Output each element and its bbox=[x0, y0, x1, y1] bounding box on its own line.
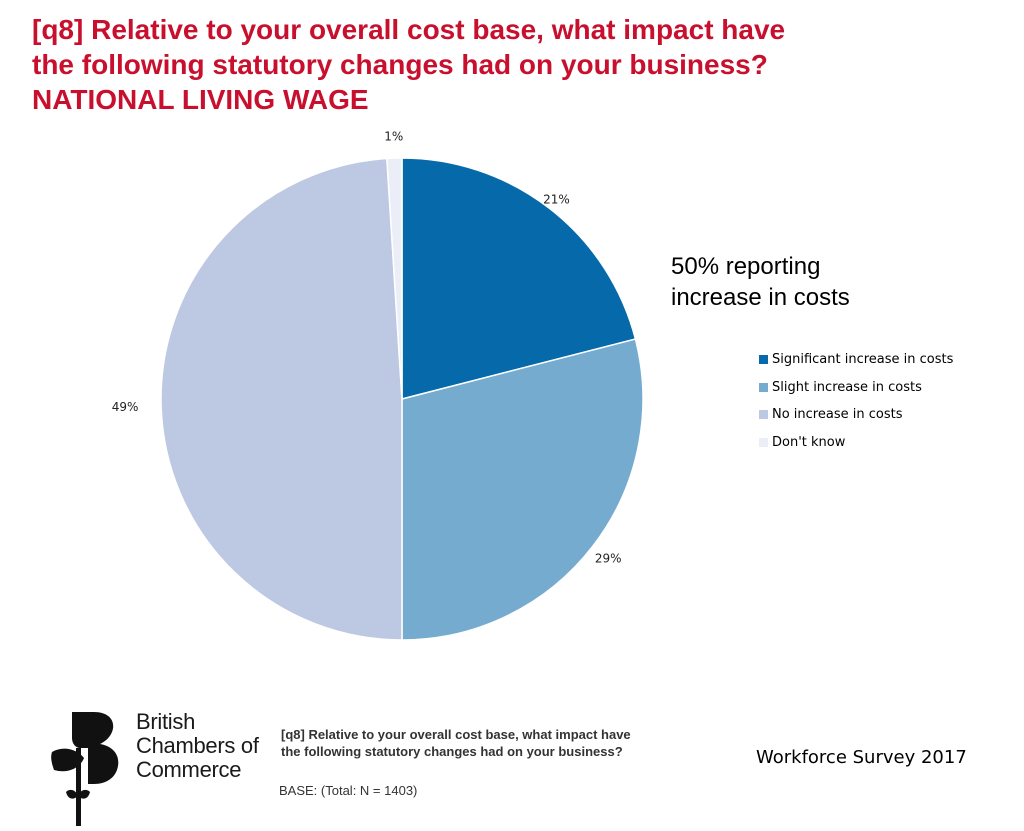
footnote-line-1: [q8] Relative to your overall cost base,… bbox=[281, 727, 631, 742]
legend-item: No increase in costs bbox=[759, 401, 953, 429]
survey-name: Workforce Survey 2017 bbox=[756, 747, 967, 768]
legend-label: No increase in costs bbox=[772, 407, 903, 423]
callout-note: 50% reporting increase in costs bbox=[671, 251, 850, 313]
pie-slice-slight-increase-in-costs bbox=[401, 338, 644, 641]
legend-swatch bbox=[759, 355, 768, 365]
bcc-logo-wordmark: British Chambers of Commerce bbox=[136, 710, 259, 782]
chart-title-line-2: the following statutory changes had on y… bbox=[32, 49, 768, 80]
chart-legend: Significant increase in costs Slight incr… bbox=[759, 346, 953, 456]
legend-swatch bbox=[759, 410, 768, 420]
data-label-slight-increase-in-costs: 29% bbox=[595, 552, 622, 566]
callout-line-2: increase in costs bbox=[671, 284, 850, 311]
logo-line-2: Chambers of bbox=[136, 733, 259, 758]
pie-slices bbox=[160, 157, 644, 641]
chart-title-line-1: [q8] Relative to your overall cost base,… bbox=[32, 14, 786, 45]
callout-line-1: 50% reporting bbox=[671, 253, 821, 280]
footnote-line-2: the following statutory changes had on y… bbox=[281, 744, 623, 759]
chart-title: [q8] Relative to your overall cost base,… bbox=[32, 12, 932, 117]
data-label-significant-increase-in-costs: 21% bbox=[543, 192, 570, 206]
logo-line-1: British bbox=[136, 709, 196, 734]
legend-label: Significant increase in costs bbox=[772, 352, 954, 368]
pie-slice-significant-increase-in-costs bbox=[401, 157, 637, 400]
bcc-logo: British Chambers of Commerce bbox=[50, 708, 270, 826]
legend-label: Slight increase in costs bbox=[772, 379, 922, 395]
bcc-logo-mark-icon bbox=[51, 712, 119, 826]
data-label-no-increase-in-costs: 49% bbox=[112, 400, 139, 414]
question-footnote: [q8] Relative to your overall cost base,… bbox=[281, 726, 631, 760]
pie-slice-no-increase-in-costs bbox=[160, 157, 403, 641]
logo-line-3: Commerce bbox=[136, 757, 242, 782]
legend-swatch bbox=[759, 437, 768, 447]
sample-base: BASE: (Total: N = 1403) bbox=[279, 783, 418, 798]
legend-item: Don't know bbox=[759, 429, 953, 457]
pie-slice-don-t-know bbox=[386, 157, 403, 400]
data-label-don-t-know: 1% bbox=[384, 130, 403, 144]
legend-item: Significant increase in costs bbox=[759, 346, 953, 374]
legend-label: Don't know bbox=[772, 434, 846, 450]
legend-swatch bbox=[759, 382, 768, 392]
legend-item: Slight increase in costs bbox=[759, 374, 953, 402]
chart-title-line-3: NATIONAL LIVING WAGE bbox=[32, 84, 369, 115]
pie-data-labels: 21% 29% 49% 1% bbox=[112, 130, 622, 566]
